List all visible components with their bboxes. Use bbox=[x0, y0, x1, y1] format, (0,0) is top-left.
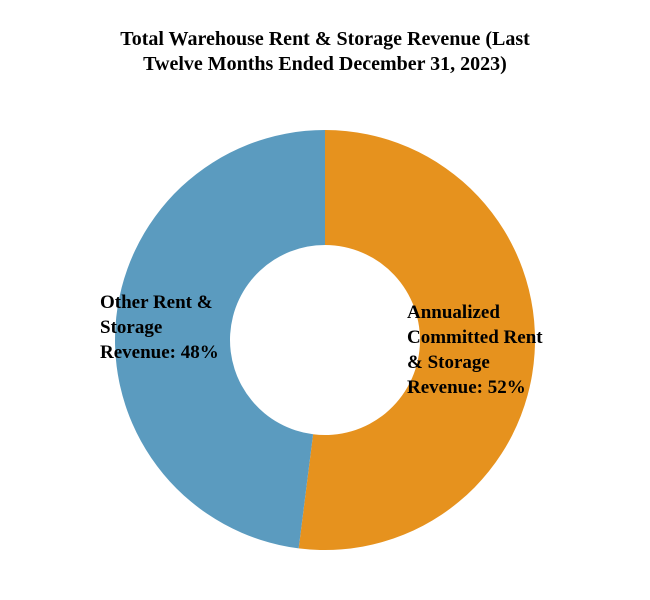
chart-title: Total Warehouse Rent & Storage Revenue (… bbox=[120, 28, 530, 75]
slice-label: Annualized Committed Rent & Storage Revenue… bbox=[407, 302, 543, 398]
donut-slice bbox=[114, 130, 325, 549]
slice-label: Other Rent & Storage Revenue: 48% bbox=[100, 292, 219, 363]
donut-slice bbox=[298, 130, 535, 550]
